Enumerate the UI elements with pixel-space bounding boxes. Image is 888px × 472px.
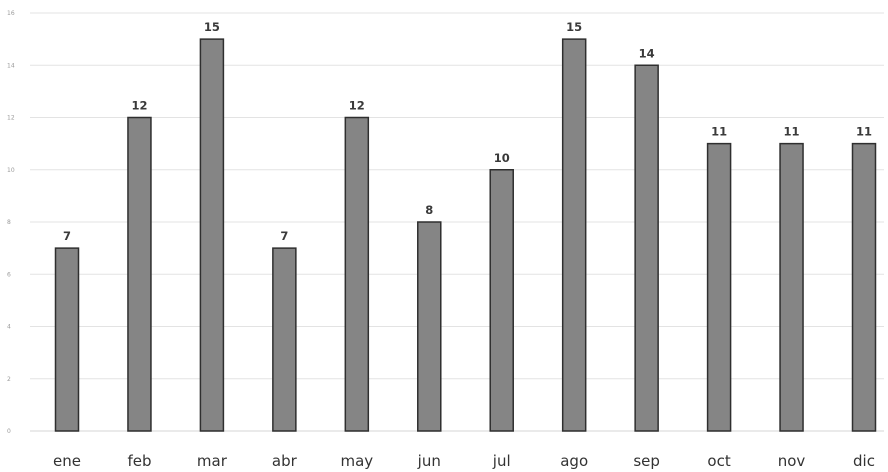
- bar-may: [344, 116, 370, 432]
- y-tick-label: 0: [7, 428, 11, 435]
- bar-oct: [706, 142, 732, 432]
- data-label-sep: 14: [639, 46, 655, 60]
- x-tick-label-nov: nov: [778, 452, 806, 470]
- bar-jul: [489, 169, 514, 432]
- bar-jun: [417, 221, 442, 432]
- y-tick-label: 6: [7, 271, 11, 278]
- x-tick-label-jul: jul: [492, 452, 511, 470]
- x-tick-label-sep: sep: [633, 452, 660, 470]
- bar-sep: [634, 64, 659, 432]
- bars-layer: [54, 38, 877, 432]
- x-tick-label-ago: ago: [560, 452, 588, 470]
- bar-dic: [851, 142, 877, 432]
- bar-ago: [561, 38, 587, 432]
- x-tick-label-jun: jun: [417, 452, 441, 470]
- y-axis-tick-labels: 0 2 4 6 8 10 12 14 16: [7, 10, 15, 435]
- x-tick-label-ene: ene: [53, 452, 81, 470]
- bar-nov: [779, 142, 804, 432]
- data-label-abr: 7: [280, 229, 288, 243]
- data-label-ene: 7: [63, 229, 71, 243]
- y-tick-label: 10: [7, 167, 15, 174]
- x-tick-label-may: may: [340, 452, 373, 470]
- bar-ene: [54, 247, 80, 432]
- y-tick-label: 14: [7, 62, 15, 69]
- data-label-jul: 10: [494, 151, 510, 165]
- data-label-jun: 8: [425, 203, 433, 217]
- data-label-feb: 12: [131, 99, 147, 113]
- data-label-nov: 11: [784, 125, 800, 139]
- data-labels-layer: 7 12 15 7 12 8 10 15 14 11 11 11: [63, 20, 872, 243]
- data-label-oct: 11: [711, 125, 727, 139]
- y-tick-label: 16: [7, 10, 15, 17]
- bar-feb: [127, 116, 152, 432]
- x-tick-label-feb: feb: [127, 452, 151, 470]
- data-label-mar: 15: [204, 20, 220, 34]
- data-label-dic: 11: [856, 125, 872, 139]
- x-tick-label-mar: mar: [197, 452, 228, 470]
- x-tick-label-dic: dic: [853, 452, 875, 470]
- x-axis-tick-labels: ene feb mar abr may jun jul ago sep oct nov dic: [53, 452, 875, 470]
- bar-mar: [199, 38, 225, 432]
- x-tick-label-oct: oct: [707, 452, 730, 470]
- y-tick-label: 2: [7, 376, 11, 383]
- y-tick-label: 12: [7, 115, 15, 122]
- data-label-ago: 15: [566, 20, 582, 34]
- x-tick-label-abr: abr: [272, 452, 298, 470]
- y-tick-label: 8: [7, 219, 11, 226]
- y-tick-label: 4: [7, 324, 11, 331]
- bar-abr: [272, 247, 297, 432]
- data-label-may: 12: [349, 99, 365, 113]
- grid-layer: [30, 12, 884, 432]
